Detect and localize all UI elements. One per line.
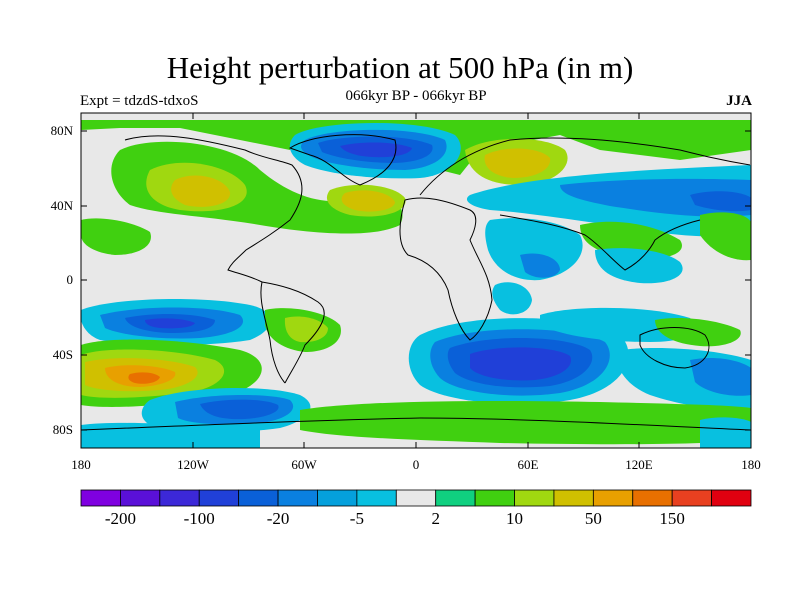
x-tick-label: 180 — [71, 457, 91, 472]
colorbar-label: 150 — [659, 509, 685, 528]
colorbar-swatch — [80, 489, 121, 507]
contour-fill-layer — [81, 120, 751, 448]
x-tick-label: 180 — [741, 457, 761, 472]
colorbar-label: -200 — [105, 509, 136, 528]
colorbar-swatch — [395, 489, 437, 507]
colorbar-swatch — [632, 489, 673, 507]
colorbar-label: -100 — [184, 509, 215, 528]
y-tick-label: 80S — [53, 422, 73, 437]
y-tick-label: 40S — [53, 347, 73, 362]
colorbar-label: -5 — [350, 509, 364, 528]
colorbar-label: 50 — [585, 509, 602, 528]
colorbar-swatch — [198, 489, 240, 507]
colorbar-swatch — [435, 489, 476, 507]
colorbar-swatch — [356, 489, 397, 507]
experiment-label: Expt = tdzdS-tdxoS — [80, 93, 199, 109]
x-tick-label: 60W — [291, 457, 317, 472]
colorbar-swatch — [317, 489, 358, 507]
coastline-layer — [81, 134, 751, 431]
chart-subtitle: 066kyr BP - 066kyr BP — [345, 88, 487, 104]
x-tick-label: 120W — [177, 457, 210, 472]
colorbar-swatch — [592, 489, 634, 507]
colorbar-swatch — [474, 489, 515, 507]
season-label: JJA — [726, 93, 752, 109]
colorbar: -200 -100 -20 -5 2 10 50 150 — [80, 489, 752, 528]
x-tick-label: 60E — [518, 457, 539, 472]
y-axis: 80N 40N 0 40S 80S — [51, 123, 751, 437]
colorbar-swatch — [711, 489, 752, 507]
colorbar-swatch — [514, 489, 555, 507]
x-axis: 180 120W 60W 0 60E 120E 180 — [71, 113, 761, 472]
colorbar-swatch — [553, 489, 594, 507]
colorbar-swatch — [238, 489, 279, 507]
x-tick-label: 120E — [625, 457, 653, 472]
colorbar-swatch — [120, 489, 161, 507]
y-tick-label: 0 — [67, 272, 74, 287]
colorbar-swatch — [159, 489, 200, 507]
chart-title: Height perturbation at 500 hPa (in m) — [166, 50, 634, 85]
x-tick-label: 0 — [413, 457, 420, 472]
colorbar-swatch — [671, 489, 712, 507]
y-tick-label: 80N — [51, 123, 74, 138]
colorbar-label: 10 — [506, 509, 523, 528]
colorbar-label: -20 — [267, 509, 290, 528]
colorbar-swatch — [277, 489, 318, 507]
y-tick-label: 40N — [51, 198, 74, 213]
colorbar-label: 2 — [431, 509, 440, 528]
map-panel — [81, 113, 751, 448]
